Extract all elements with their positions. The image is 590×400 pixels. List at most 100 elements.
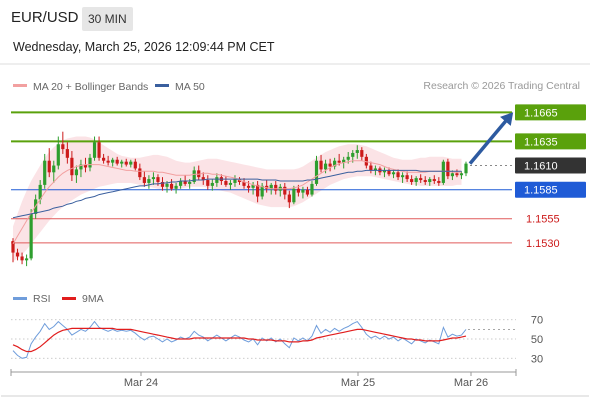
candle-down [446, 161, 450, 177]
candle-down [405, 175, 409, 180]
legend-label-rsi: RSI [33, 293, 51, 305]
candle-down [283, 186, 287, 195]
candle-up [310, 183, 314, 195]
candle-down [83, 164, 88, 168]
main-legend: MA 20 + Bollinger Bands MA 50 [13, 81, 205, 93]
candle-up [355, 150, 359, 153]
candle-up [260, 185, 264, 197]
candle-down [256, 184, 260, 197]
rsi-tick-label: 50 [531, 334, 543, 346]
rsi-panel: 70 50 30 [11, 315, 543, 365]
candle-up [92, 142, 97, 158]
symbol-title: EUR/USD [11, 9, 79, 26]
legend-label-ma20: MA 20 + Bollinger Bands [33, 81, 148, 93]
ma50-line [12, 169, 462, 219]
rsi-ma-line [12, 327, 467, 353]
projection-arrow-shaft [468, 117, 510, 165]
candle-up [174, 185, 178, 189]
candle-down [246, 185, 251, 188]
candle-up [464, 163, 468, 174]
candle-down [423, 180, 427, 182]
candle-down [65, 149, 69, 158]
candle-down [47, 160, 51, 173]
support-label: 1.1530 [526, 238, 560, 250]
legend-swatch-ma50 [155, 84, 169, 87]
candle-down [15, 252, 20, 257]
candle-up [233, 179, 237, 183]
candle-up [215, 177, 219, 183]
timestamp: Wednesday, March 25, 2026 12:09:44 PM CE… [13, 40, 275, 54]
candle-up [56, 144, 60, 166]
candle-up [441, 161, 445, 183]
x-axis-tick-label: Mar 24 [124, 377, 158, 389]
candle-up [147, 179, 151, 183]
candle-up [346, 156, 350, 160]
candle-down [364, 156, 368, 166]
candle-down [287, 194, 291, 203]
bollinger-band-layer [13, 136, 462, 262]
legend-swatch-ma20 [13, 84, 27, 87]
candle-down [437, 181, 441, 183]
candle-down [319, 160, 323, 170]
candle-up [428, 179, 432, 182]
pivot-label: 1.1585 [524, 185, 558, 197]
candle-up [459, 173, 464, 176]
rsi-legend: RSI 9MA [13, 293, 104, 305]
candle-down [156, 177, 160, 182]
candle-down [106, 160, 110, 163]
candle-down [296, 188, 300, 193]
legend-label-9ma: 9MA [82, 293, 104, 305]
projection-arrow-head [500, 112, 514, 126]
candle-up [414, 178, 418, 182]
candle-up [373, 168, 377, 171]
candle-down [97, 142, 101, 158]
resistance-tag [515, 133, 586, 150]
candle-down [337, 160, 341, 163]
candle-down [11, 240, 15, 253]
rsi-tick-label: 30 [531, 353, 543, 365]
candle-down [305, 189, 310, 195]
candle-up [314, 160, 319, 184]
candle-up [391, 172, 396, 175]
resistance-tag [515, 104, 586, 121]
candle-up [29, 213, 33, 259]
current-price-label: 1.1610 [524, 161, 558, 173]
candle-up [188, 181, 192, 184]
candle-up [165, 183, 169, 187]
candle-up [179, 181, 183, 186]
candle-down [360, 150, 364, 157]
projection-layer [468, 112, 514, 165]
candle-up [210, 182, 214, 186]
candle-down [242, 181, 246, 186]
candle-up [129, 161, 133, 165]
candle-down [70, 157, 74, 176]
candle-up [52, 165, 56, 173]
candle-down [410, 179, 414, 182]
candle-up [111, 159, 115, 163]
candle-up [79, 164, 83, 170]
moving-averages-layer [12, 160, 462, 245]
legend-swatch-9ma [62, 297, 76, 300]
x-axis-tick-label: Mar 25 [341, 377, 375, 389]
candle-down [20, 256, 24, 261]
candle-up [400, 175, 405, 178]
candle-up [269, 184, 273, 189]
resistance-label: 1.1665 [524, 107, 558, 119]
candle-down [61, 144, 65, 150]
legend-label-ma50: MA 50 [175, 81, 205, 93]
candle-down [201, 177, 205, 181]
candle-down [432, 179, 436, 182]
candle-up [351, 152, 355, 157]
candle-up [120, 161, 124, 164]
candle-down [206, 180, 210, 186]
x-axis-tick-label: Mar 26 [454, 377, 488, 389]
timeframe-badge[interactable]: 30 MIN [82, 7, 133, 31]
candle-up [323, 163, 328, 170]
candle-up [151, 177, 156, 180]
candle-up [24, 258, 29, 261]
candle-up [38, 184, 42, 200]
candle-down [369, 165, 373, 171]
bollinger-band-fill [13, 136, 462, 262]
